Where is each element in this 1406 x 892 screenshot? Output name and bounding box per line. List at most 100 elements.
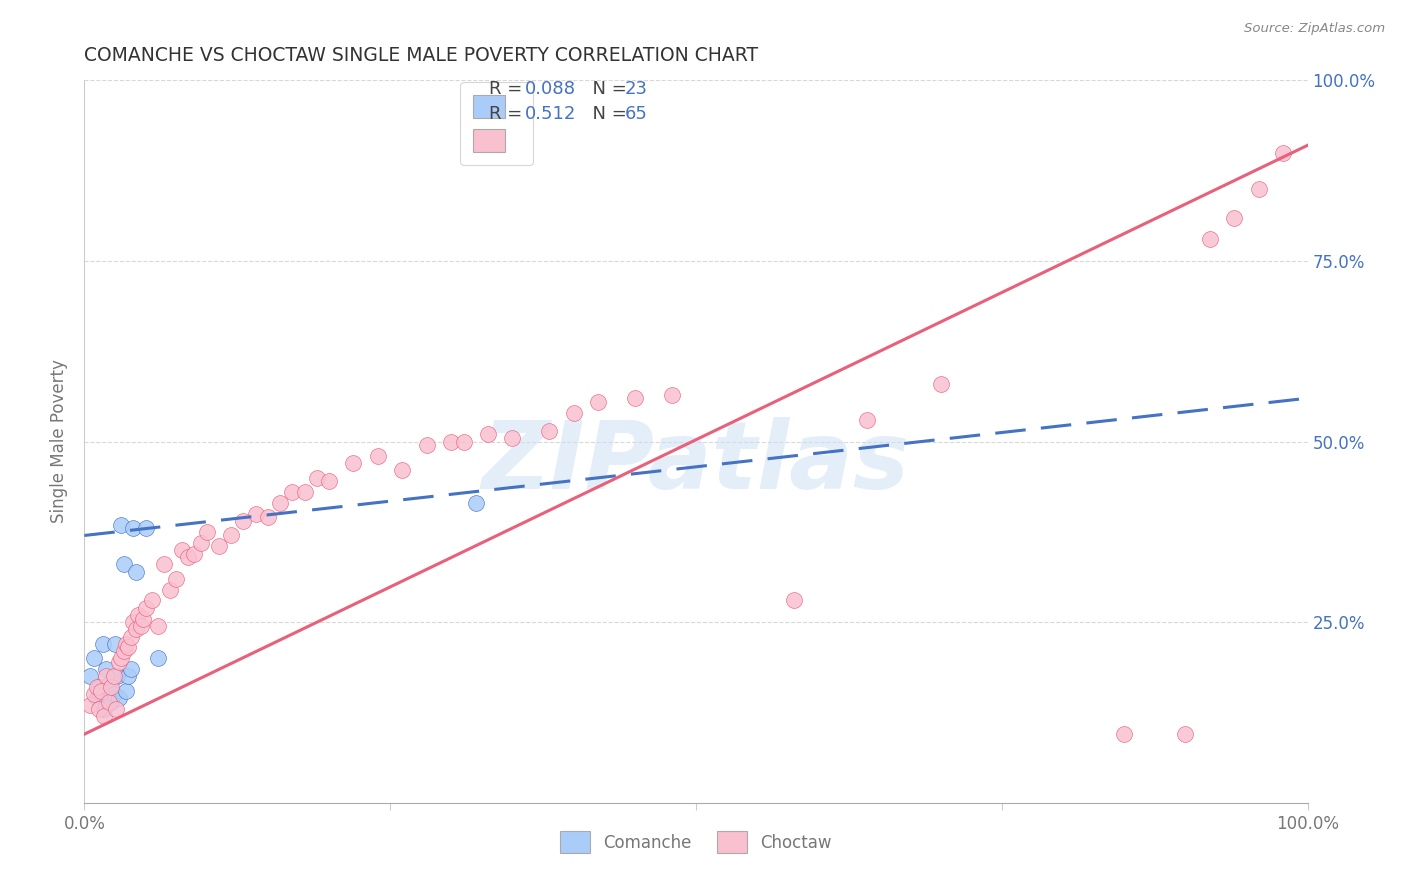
Text: 65: 65 [624,105,647,123]
Point [93,709,115,723]
Point [86,691,108,706]
Point [318,475,340,489]
Point [416,438,439,452]
Point [87,702,110,716]
Point [100,680,122,694]
Point [97,695,120,709]
Point [783,593,806,607]
Point [183,547,205,561]
Point [146,651,169,665]
Point [83,651,105,665]
Point [79,669,101,683]
Point [538,424,561,438]
Point [391,463,413,477]
Point [83,687,105,701]
Point [103,669,125,683]
Text: N =: N = [581,105,633,123]
Text: N =: N = [581,80,633,98]
Point [146,619,169,633]
Point [1272,145,1295,160]
Text: R =: R = [489,80,529,98]
Text: 0.512: 0.512 [524,105,576,123]
Point [105,702,128,716]
Point [122,521,145,535]
Point [112,644,135,658]
Text: 0.088: 0.088 [524,80,575,98]
Point [1174,727,1197,741]
Point [91,637,114,651]
Point [132,611,155,625]
Point [153,558,176,572]
Text: 23: 23 [624,80,647,98]
Point [103,687,125,701]
Point [120,630,142,644]
Point [117,669,139,683]
Point [117,640,139,655]
Point [165,572,187,586]
Point [257,510,280,524]
Point [125,565,148,579]
Point [245,507,267,521]
Point [110,651,132,665]
Point [856,413,879,427]
Point [342,456,364,470]
Point [96,662,118,676]
Point [79,698,101,713]
Point [100,695,122,709]
Point [219,528,242,542]
Point [305,470,328,484]
Point [1223,211,1246,225]
Point [208,539,231,553]
Point [1247,182,1270,196]
Point [96,669,118,683]
Y-axis label: Single Male Poverty: Single Male Poverty [51,359,69,524]
Point [115,637,138,651]
Point [661,387,683,401]
Point [115,683,138,698]
Text: R =: R = [489,105,529,123]
Point [141,593,163,607]
Point [127,607,149,622]
Point [90,683,112,698]
Legend: Comanche, Choctaw: Comanche, Choctaw [554,825,838,860]
Point [1198,232,1220,246]
Text: COMANCHE VS CHOCTAW SINGLE MALE POVERTY CORRELATION CHART: COMANCHE VS CHOCTAW SINGLE MALE POVERTY … [84,45,758,65]
Point [122,615,145,630]
Point [120,662,142,676]
Point [104,637,127,651]
Point [232,514,254,528]
Point [112,558,135,572]
Point [195,524,218,539]
Point [110,517,132,532]
Point [129,619,152,633]
Point [1114,727,1136,741]
Point [125,623,148,637]
Point [294,485,316,500]
Point [135,600,157,615]
Point [367,449,389,463]
Point [929,376,952,391]
Point [86,680,108,694]
Text: ZIPatlas: ZIPatlas [482,417,910,509]
Point [586,394,609,409]
Point [440,434,463,449]
Point [97,676,120,690]
Point [177,550,200,565]
Point [159,582,181,597]
Point [464,496,486,510]
Point [172,542,194,557]
Point [87,680,110,694]
Point [269,496,291,510]
Point [477,427,499,442]
Point [105,669,128,683]
Point [562,406,585,420]
Point [502,431,524,445]
Text: Source: ZipAtlas.com: Source: ZipAtlas.com [1244,22,1385,36]
Point [135,521,157,535]
Point [107,655,129,669]
Point [453,434,475,449]
Point [93,702,115,716]
Point [190,535,212,549]
Point [624,391,647,405]
Point [281,485,304,500]
